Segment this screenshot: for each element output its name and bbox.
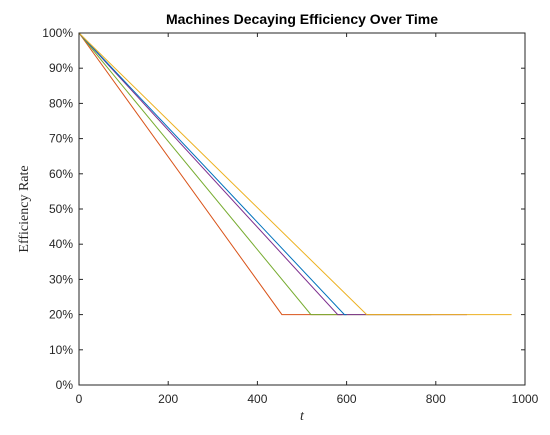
x-tick-label: 200 (158, 392, 178, 406)
y-tick-label: 30% (49, 272, 73, 286)
series-line-5 (78, 32, 512, 316)
y-tick-label: 50% (49, 202, 73, 216)
x-tick-label: 400 (247, 392, 267, 406)
y-tick-label: 20% (49, 308, 73, 322)
series-line-3 (78, 32, 467, 316)
series-layer (78, 32, 512, 316)
y-axis-label: Efficiency Rate (17, 165, 32, 252)
x-axis-label: t (300, 409, 305, 424)
x-tick-label: 1000 (512, 392, 539, 406)
y-axis: 0% 10% 20% 30% 40% 50% 60% 70% 80% 90% 100% (42, 26, 525, 392)
chart-title: Machines Decaying Efficiency Over Time (166, 11, 438, 27)
y-tick-label: 40% (49, 237, 73, 251)
axes-box (78, 32, 526, 386)
y-tick-label: 80% (49, 96, 73, 110)
series-line-4 (78, 32, 347, 316)
y-tick-label: 0% (56, 378, 74, 392)
y-tick-label: 90% (49, 61, 73, 75)
series-line-2 (78, 32, 432, 316)
x-axis: 0 200 400 600 800 1000 (76, 33, 539, 406)
y-tick-label: 10% (49, 343, 73, 357)
y-tick-label: 60% (49, 167, 73, 181)
x-tick-label: 600 (337, 392, 357, 406)
y-tick-label: 100% (42, 26, 73, 40)
x-tick-label: 0 (76, 392, 83, 406)
plot-area (78, 32, 526, 386)
x-tick-label: 800 (426, 392, 446, 406)
y-tick-label: 70% (49, 132, 73, 146)
